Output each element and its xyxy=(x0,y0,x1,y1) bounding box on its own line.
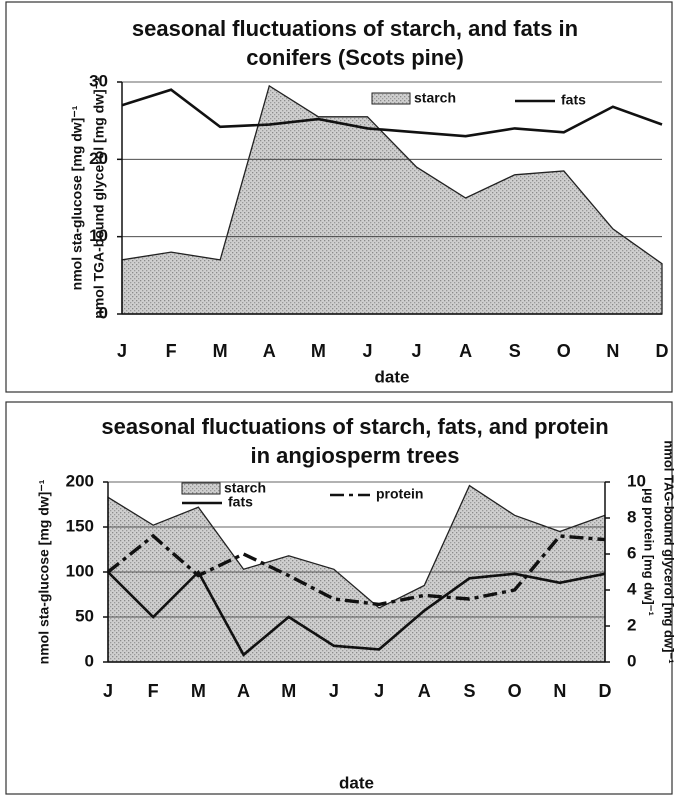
line xyxy=(121,88,663,138)
x-tick-label: D xyxy=(656,341,669,361)
x-tick-label: J xyxy=(329,681,339,701)
y2-tick-label: 8 xyxy=(627,507,636,526)
x-tick-label: A xyxy=(459,341,472,361)
y-tick-label: 150 xyxy=(66,516,94,535)
legend-swatch xyxy=(181,482,221,495)
x-tick-label: J xyxy=(412,341,422,361)
y2-tick-label: 0 xyxy=(627,651,636,670)
y-tick-label: 0 xyxy=(85,651,94,670)
y-axis-label: nmol sta-glucose [mg dw]⁻¹ xyxy=(36,479,52,664)
y2-tick-label: 4 xyxy=(627,579,637,598)
y2-tick-label: 2 xyxy=(627,615,636,634)
chart-title: seasonal fluctuations of starch, fats, a… xyxy=(101,414,609,468)
y-tick-label: 0 xyxy=(99,303,108,322)
line xyxy=(107,569,606,657)
x-tick-label: J xyxy=(374,681,384,701)
x-tick-label: F xyxy=(166,341,177,361)
x-tick-label: M xyxy=(213,341,228,361)
x-axis-label: date xyxy=(339,773,374,792)
legend-label: fats xyxy=(561,92,586,108)
x-tick-label: N xyxy=(553,681,566,701)
x-tick-label: M xyxy=(311,341,326,361)
area xyxy=(121,84,663,315)
x-tick-label: S xyxy=(509,341,521,361)
x-tick-label: S xyxy=(463,681,475,701)
area xyxy=(107,484,606,663)
x-tick-label: A xyxy=(237,681,250,701)
y-tick-label: 30 xyxy=(89,71,108,90)
x-tick-label: O xyxy=(557,341,571,361)
chart-title: seasonal fluctuations of starch, and fat… xyxy=(131,16,579,70)
legend-swatch xyxy=(371,92,411,105)
legend-label: starch xyxy=(414,90,456,106)
y-tick-label: 20 xyxy=(89,149,108,168)
legend-label: protein xyxy=(376,486,423,502)
x-tick-label: A xyxy=(418,681,431,701)
y-tick-label: 200 xyxy=(66,471,94,490)
x-tick-label: J xyxy=(362,341,372,361)
y2-axis-label: µg protein [mg dw]⁻¹ xyxy=(642,488,657,616)
x-tick-label: F xyxy=(148,681,159,701)
x-axis-label: date xyxy=(375,367,410,386)
x-tick-label: M xyxy=(191,681,206,701)
x-tick-label: O xyxy=(508,681,522,701)
x-tick-label: D xyxy=(599,681,612,701)
y2-tick-label: 10 xyxy=(627,471,646,490)
y-tick-label: 50 xyxy=(75,606,94,625)
y-tick-label: 100 xyxy=(66,561,94,580)
y2-tick-label: 6 xyxy=(627,543,636,562)
legend-label: starch xyxy=(224,480,266,496)
y2-axis-label: nmol TAG-bound glycerol [mg dw]⁻¹ xyxy=(662,440,676,663)
x-tick-label: N xyxy=(606,341,619,361)
legend-label: fats xyxy=(228,494,253,510)
panel-border xyxy=(5,401,673,795)
y-tick-label: 10 xyxy=(89,226,108,245)
x-tick-label: J xyxy=(103,681,113,701)
y-axis-label: nmol sta-glucose [mg dw]⁻¹ xyxy=(69,105,85,290)
x-tick-label: A xyxy=(263,341,276,361)
y-axis-label: nmol TGA-bound glycerol [mg dw]⁻¹ xyxy=(91,77,107,319)
line xyxy=(106,533,606,607)
x-tick-label: J xyxy=(117,341,127,361)
panel-border xyxy=(5,1,673,393)
x-tick-label: M xyxy=(281,681,296,701)
